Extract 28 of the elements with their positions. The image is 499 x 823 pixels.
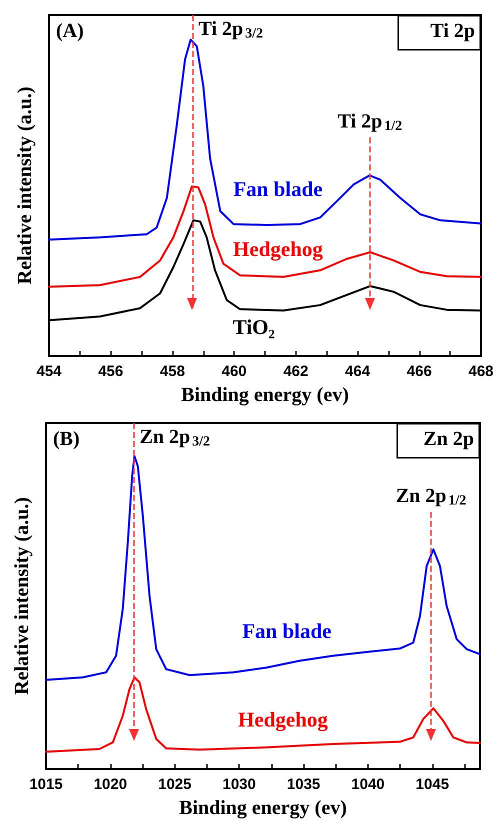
series-label: TiO₂	[232, 315, 275, 340]
series-label: Hedgehog	[233, 236, 324, 261]
series-label: Fan blade	[233, 177, 323, 202]
x-tick-label: 458	[160, 363, 185, 380]
x-tick-label: 456	[98, 363, 124, 380]
text: Zn 2p	[423, 428, 474, 450]
x-tick-label: 460	[222, 363, 247, 380]
x-tick-label: 462	[283, 363, 308, 380]
annotation: Ti 2p	[430, 20, 476, 42]
x-tick-label: 1045	[416, 776, 450, 793]
text: (B)	[53, 428, 80, 450]
series-label: Fan blade	[242, 618, 332, 643]
x-tick-label: 1025	[158, 776, 192, 793]
x-tick-label: 1035	[286, 776, 320, 793]
y-axis-title: Relative intensity (a.u.)	[14, 86, 36, 284]
series-label: Hedgehog	[238, 707, 328, 732]
x-tick-label: 464	[345, 363, 371, 380]
x-tick-label: 466	[406, 363, 432, 380]
y-axis-title: Relative intensity (a.u.)	[11, 497, 33, 695]
x-tick-label: 1015	[29, 776, 63, 793]
x-axis-title: Binding energy (ev)	[179, 797, 347, 819]
annotation: (A)	[56, 20, 84, 42]
x-tick-label: 1040	[351, 776, 385, 793]
x-axis-title: Binding energy (ev)	[181, 384, 349, 406]
x-tick-label: 468	[468, 363, 494, 380]
x-tick-label: 454	[36, 363, 62, 380]
x-tick-label: 1030	[222, 776, 256, 793]
x-tick-label: 1020	[94, 776, 128, 793]
